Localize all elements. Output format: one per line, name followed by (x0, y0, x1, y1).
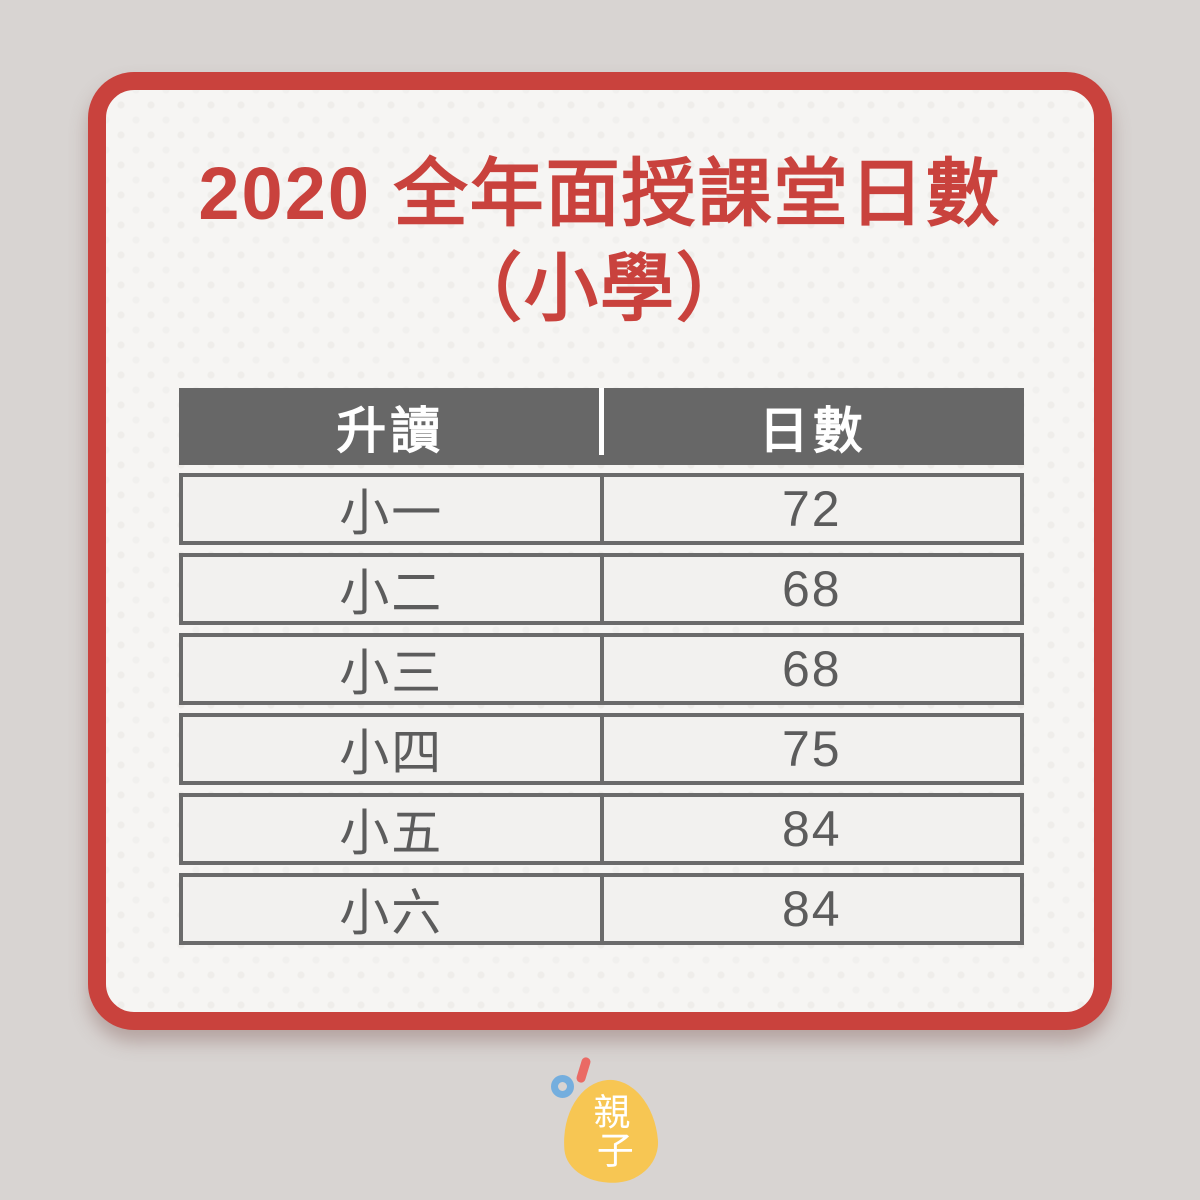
days-cell: 68 (781, 641, 842, 697)
egg-shape: 親 子 (558, 1076, 662, 1187)
header-grade: 升讀 (336, 402, 445, 459)
grade-cell: 小四 (183, 717, 604, 781)
days-cell: 75 (781, 721, 842, 777)
grade-cell: 小五 (183, 797, 604, 861)
grade-cell: 小一 (183, 477, 604, 541)
days-cell: 68 (781, 561, 842, 617)
days-cell: 84 (781, 881, 842, 937)
table-header-row: 升讀 日數 (179, 388, 1024, 465)
days-cell: 72 (781, 481, 842, 537)
title-line-1: 2020 全年面授課堂日數 (198, 152, 1002, 235)
logo-char-bottom: 子 (596, 1130, 634, 1172)
header-days: 日數 (758, 402, 867, 459)
logo-char-top: 親 (592, 1091, 630, 1133)
header-divider (599, 388, 604, 455)
table-row: 小六 84 (179, 873, 1024, 945)
days-table: 升讀 日數 小一 72 小二 68 小三 68 小四 75 小五 (179, 388, 1024, 945)
grade-cell: 小三 (183, 637, 604, 701)
title-line-2: （小學） (448, 247, 752, 330)
days-cell: 84 (781, 801, 842, 857)
stick-icon (575, 1056, 592, 1084)
table-row: 小一 72 (179, 473, 1024, 545)
grade-cell: 小六 (183, 877, 604, 941)
ring-icon (551, 1075, 574, 1098)
table-row: 小三 68 (179, 633, 1024, 705)
page-title: 2020 全年面授課堂日數 （小學） (106, 146, 1094, 336)
brand-logo: 親 子 (548, 1052, 678, 1192)
table-row: 小二 68 (179, 553, 1024, 625)
table-row: 小四 75 (179, 713, 1024, 785)
info-card: 2020 全年面授課堂日數 （小學） 升讀 日數 小一 72 小二 68 小三 … (88, 72, 1112, 1030)
grade-cell: 小二 (183, 557, 604, 621)
table-row: 小五 84 (179, 793, 1024, 865)
